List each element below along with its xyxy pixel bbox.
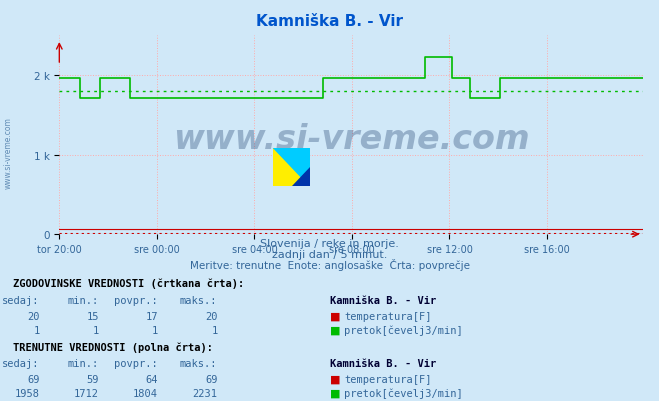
Polygon shape — [273, 148, 310, 186]
Text: Kamniška B. - Vir: Kamniška B. - Vir — [330, 358, 436, 369]
Text: 2231: 2231 — [192, 388, 217, 398]
Text: Kamniška B. - Vir: Kamniška B. - Vir — [330, 296, 436, 306]
Text: 69: 69 — [205, 374, 217, 384]
Text: 20: 20 — [27, 311, 40, 321]
Text: 59: 59 — [86, 374, 99, 384]
Text: sedaj:: sedaj: — [2, 358, 40, 369]
Text: maks.:: maks.: — [180, 296, 217, 306]
Text: temperatura[F]: temperatura[F] — [344, 374, 432, 384]
Text: Meritve: trenutne  Enote: anglosaške  Črta: povprečje: Meritve: trenutne Enote: anglosaške Črta… — [190, 258, 469, 270]
Polygon shape — [291, 168, 310, 186]
Text: pretok[čevelj3/min]: pretok[čevelj3/min] — [344, 387, 463, 398]
Text: maks.:: maks.: — [180, 358, 217, 369]
Text: ZGODOVINSKE VREDNOSTI (črtkana črta):: ZGODOVINSKE VREDNOSTI (črtkana črta): — [13, 278, 244, 289]
Text: 1: 1 — [93, 325, 99, 335]
Polygon shape — [273, 148, 310, 186]
Text: 1: 1 — [152, 325, 158, 335]
Text: ■: ■ — [330, 374, 340, 384]
Text: ■: ■ — [330, 388, 340, 398]
Text: 1: 1 — [34, 325, 40, 335]
Text: min.:: min.: — [68, 296, 99, 306]
Text: zadnji dan / 5 minut.: zadnji dan / 5 minut. — [272, 249, 387, 259]
Text: pretok[čevelj3/min]: pretok[čevelj3/min] — [344, 324, 463, 335]
Text: ■: ■ — [330, 311, 340, 321]
Text: 20: 20 — [205, 311, 217, 321]
Text: 15: 15 — [86, 311, 99, 321]
Text: sedaj:: sedaj: — [2, 296, 40, 306]
Text: povpr.:: povpr.: — [115, 358, 158, 369]
Text: temperatura[F]: temperatura[F] — [344, 311, 432, 321]
Text: 1712: 1712 — [74, 388, 99, 398]
Text: 64: 64 — [146, 374, 158, 384]
Text: 17: 17 — [146, 311, 158, 321]
Text: www.si-vreme.com: www.si-vreme.com — [173, 123, 529, 156]
Text: 1: 1 — [212, 325, 217, 335]
Text: 1958: 1958 — [14, 388, 40, 398]
Text: TRENUTNE VREDNOSTI (polna črta):: TRENUTNE VREDNOSTI (polna črta): — [13, 341, 213, 352]
Text: 1804: 1804 — [133, 388, 158, 398]
Text: ■: ■ — [330, 325, 340, 335]
Text: www.si-vreme.com: www.si-vreme.com — [3, 117, 13, 188]
Text: Slovenija / reke in morje.: Slovenija / reke in morje. — [260, 239, 399, 249]
Text: povpr.:: povpr.: — [115, 296, 158, 306]
Text: min.:: min.: — [68, 358, 99, 369]
Text: 69: 69 — [27, 374, 40, 384]
Text: Kamniška B. - Vir: Kamniška B. - Vir — [256, 14, 403, 29]
